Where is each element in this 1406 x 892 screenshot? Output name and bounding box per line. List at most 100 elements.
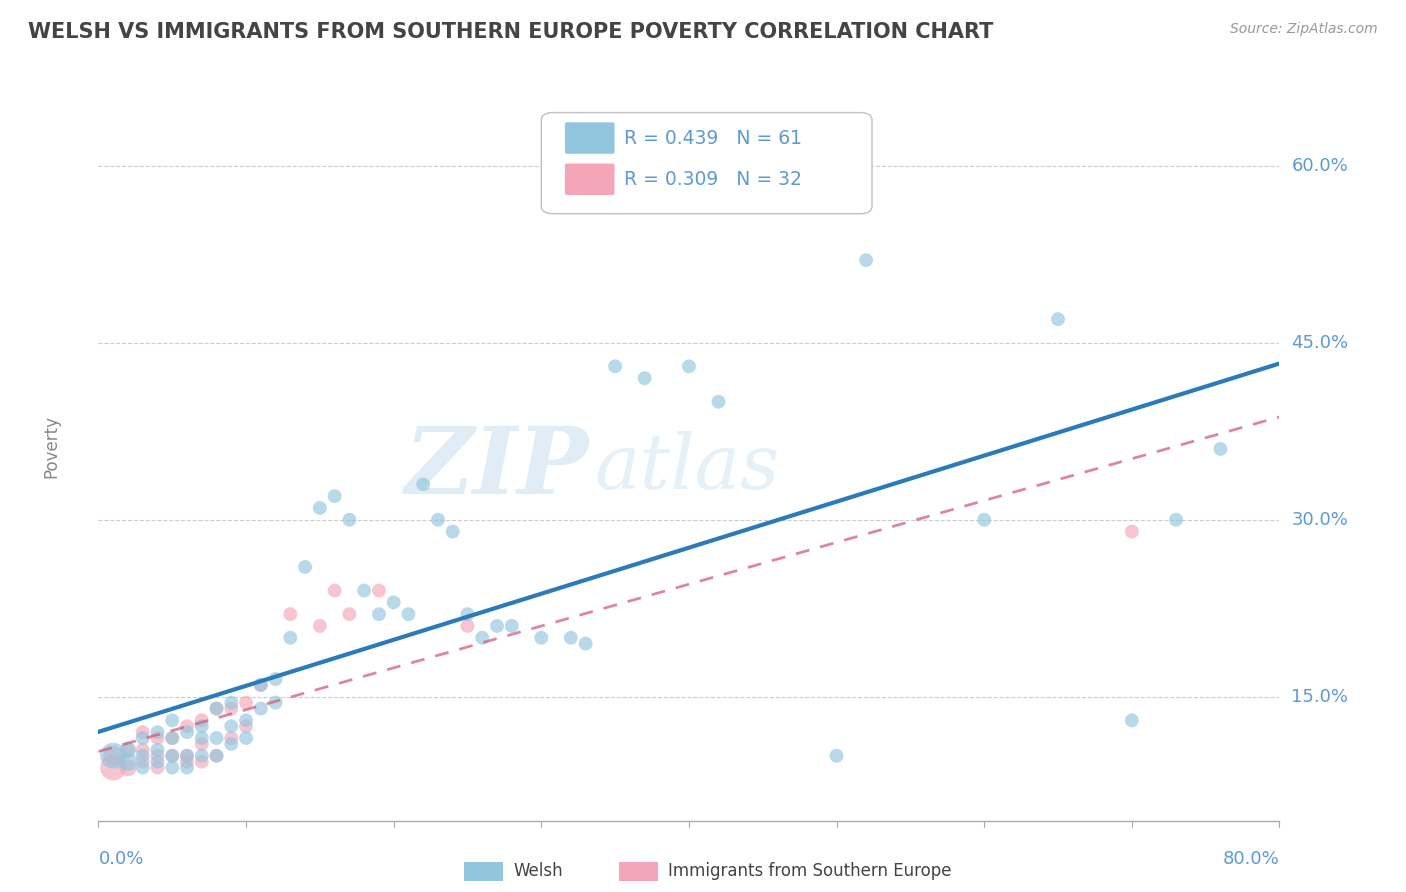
Point: [132, 731, 155, 745]
Text: atlas: atlas: [595, 432, 780, 506]
Text: ZIP: ZIP: [405, 424, 589, 514]
Point: [323, 489, 346, 503]
Point: [382, 595, 405, 609]
Point: [309, 619, 332, 633]
Point: [176, 725, 198, 739]
Point: [501, 619, 523, 633]
Text: Source: ZipAtlas.com: Source: ZipAtlas.com: [1230, 22, 1378, 37]
Text: Welsh: Welsh: [513, 863, 562, 880]
Text: 80.0%: 80.0%: [1223, 850, 1279, 868]
Point: [339, 513, 361, 527]
Point: [368, 607, 391, 622]
Point: [191, 737, 214, 751]
Point: [1209, 442, 1232, 456]
Point: [235, 719, 257, 733]
Point: [264, 672, 287, 686]
Point: [162, 714, 183, 728]
Point: [575, 637, 598, 651]
Point: [146, 760, 169, 774]
Text: Poverty: Poverty: [42, 415, 60, 477]
Point: [191, 719, 214, 733]
Point: [309, 500, 332, 515]
Point: [132, 748, 155, 763]
Point: [235, 714, 257, 728]
Point: [294, 560, 316, 574]
Point: [117, 755, 139, 769]
Text: 45.0%: 45.0%: [1291, 334, 1348, 351]
Point: [191, 714, 214, 728]
Point: [162, 731, 183, 745]
Text: WELSH VS IMMIGRANTS FROM SOUTHERN EUROPE POVERTY CORRELATION CHART: WELSH VS IMMIGRANTS FROM SOUTHERN EUROPE…: [28, 22, 994, 42]
FancyBboxPatch shape: [565, 163, 614, 195]
Point: [855, 253, 877, 268]
Text: 60.0%: 60.0%: [1291, 157, 1348, 175]
Point: [427, 513, 450, 527]
Point: [250, 678, 273, 692]
Point: [132, 760, 155, 774]
FancyBboxPatch shape: [565, 122, 614, 153]
Text: R = 0.439   N = 61: R = 0.439 N = 61: [624, 128, 801, 147]
Point: [132, 755, 155, 769]
Point: [457, 619, 479, 633]
Point: [264, 696, 287, 710]
Point: [825, 748, 848, 763]
Point: [221, 701, 243, 715]
Point: [146, 743, 169, 757]
Point: [441, 524, 464, 539]
Point: [146, 725, 169, 739]
Point: [132, 743, 155, 757]
Point: [205, 748, 228, 763]
Point: [280, 631, 302, 645]
Point: [191, 748, 214, 763]
Text: 15.0%: 15.0%: [1291, 688, 1348, 706]
Point: [707, 394, 730, 409]
Point: [1121, 524, 1143, 539]
Point: [191, 731, 214, 745]
Text: Immigrants from Southern Europe: Immigrants from Southern Europe: [668, 863, 952, 880]
Point: [132, 725, 155, 739]
Point: [191, 755, 214, 769]
Point: [235, 696, 257, 710]
Point: [205, 701, 228, 715]
Point: [146, 755, 169, 769]
Point: [162, 748, 183, 763]
Point: [103, 760, 125, 774]
Point: [162, 748, 183, 763]
Point: [221, 696, 243, 710]
Text: R = 0.309   N = 32: R = 0.309 N = 32: [624, 169, 801, 189]
Point: [280, 607, 302, 622]
Text: 0.0%: 0.0%: [98, 850, 143, 868]
Point: [221, 719, 243, 733]
Point: [205, 748, 228, 763]
Point: [250, 678, 273, 692]
Point: [605, 359, 627, 374]
Point: [176, 748, 198, 763]
Point: [1121, 714, 1143, 728]
Point: [323, 583, 346, 598]
Point: [221, 731, 243, 745]
Point: [176, 760, 198, 774]
Point: [678, 359, 700, 374]
Point: [412, 477, 434, 491]
Point: [457, 607, 479, 622]
Point: [634, 371, 657, 385]
Point: [176, 748, 198, 763]
FancyBboxPatch shape: [541, 112, 872, 214]
Point: [486, 619, 509, 633]
Point: [368, 583, 391, 598]
Point: [117, 760, 139, 774]
Point: [162, 731, 183, 745]
Point: [221, 737, 243, 751]
Point: [530, 631, 553, 645]
Point: [1046, 312, 1070, 326]
Point: [103, 748, 125, 763]
Point: [973, 513, 995, 527]
Point: [162, 760, 183, 774]
Point: [117, 743, 139, 757]
Point: [353, 583, 375, 598]
Point: [146, 731, 169, 745]
Point: [205, 731, 228, 745]
Point: [146, 748, 169, 763]
Point: [1166, 513, 1188, 527]
Point: [176, 719, 198, 733]
